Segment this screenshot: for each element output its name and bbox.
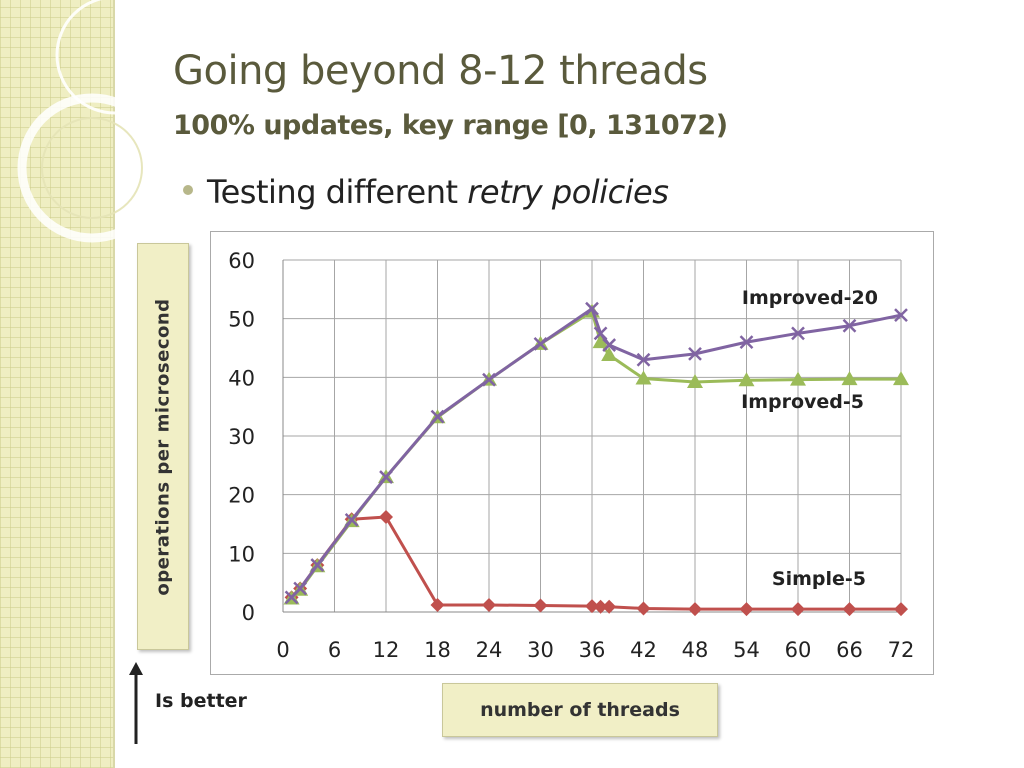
left-decorative-band — [0, 0, 113, 768]
up-arrow-icon — [129, 662, 143, 744]
x-tick-label: 36 — [579, 638, 606, 662]
x-tick-label: 30 — [527, 638, 554, 662]
data-point-diamond — [894, 602, 908, 617]
x-axis-caption-box: number of threads — [442, 683, 718, 737]
x-tick-label: 60 — [785, 638, 812, 662]
data-point-triangle — [790, 371, 806, 386]
y-tick-label: 10 — [228, 542, 255, 566]
y-tick-label: 60 — [228, 249, 255, 273]
y-axis-caption-box: operations per microsecond — [137, 243, 189, 650]
series-line — [290, 310, 901, 600]
series-improved-5 — [283, 303, 909, 605]
data-point-x — [894, 308, 908, 323]
bullet-text: Testing different — [207, 173, 468, 211]
band-edge-line — [113, 0, 115, 768]
data-point-x — [482, 372, 496, 387]
data-point-x — [293, 581, 308, 596]
data-point-x — [688, 346, 702, 361]
data-point-x — [344, 513, 359, 527]
data-point-diamond — [379, 509, 393, 524]
series-label: Improved-20 — [742, 287, 878, 309]
bullet-dot-icon — [183, 185, 193, 195]
x-tick-label: 24 — [476, 638, 503, 662]
x-tick-label: 18 — [424, 638, 451, 662]
data-point-x — [636, 352, 651, 367]
data-point-x — [379, 470, 393, 484]
better-note: Is better — [155, 690, 247, 712]
series-simple-5 — [284, 509, 908, 617]
data-point-diamond — [482, 597, 496, 612]
data-point-x — [739, 335, 754, 350]
x-axis-caption: number of threads — [480, 699, 680, 721]
series-label: Improved-5 — [741, 391, 864, 413]
data-point-triangle — [738, 372, 755, 387]
y-tick-label: 20 — [228, 484, 255, 508]
data-point-diamond — [791, 602, 805, 617]
series-improved-20 — [284, 301, 908, 605]
decorative-rings — [17, 0, 175, 243]
y-tick-label: 40 — [228, 366, 255, 390]
x-tick-label: 54 — [733, 638, 760, 662]
x-tick-label: 72 — [888, 638, 915, 662]
x-tick-label: 0 — [276, 638, 289, 662]
data-point-diamond — [585, 599, 599, 614]
data-point-triangle — [893, 371, 909, 386]
data-point-diamond — [739, 602, 754, 617]
data-point-triangle — [601, 347, 618, 362]
data-point-x — [842, 318, 857, 333]
slide-subtitle: 100% updates, key range [0, 131072) — [173, 110, 728, 141]
x-tick-label: 42 — [630, 638, 657, 662]
data-point-diamond — [636, 601, 651, 616]
data-point-x — [430, 409, 445, 424]
data-point-x — [310, 558, 325, 572]
y-axis-caption: operations per microsecond — [152, 297, 174, 596]
x-tick-label: 66 — [836, 638, 863, 662]
data-point-x — [585, 301, 599, 316]
x-tick-label: 12 — [373, 638, 400, 662]
x-tick-label: 6 — [328, 638, 341, 662]
data-point-triangle — [841, 371, 858, 386]
data-point-x — [593, 326, 608, 341]
data-point-diamond — [430, 597, 445, 612]
data-point-triangle — [592, 334, 609, 349]
data-point-diamond — [602, 599, 617, 614]
data-point-diamond — [842, 602, 857, 617]
data-point-diamond — [533, 598, 548, 613]
chart-frame: 0 10 20 30 40 50 60 0 6 12 18 24 30 36 42 48 54 60 66 72 Sim… — [210, 231, 934, 675]
data-point-triangle — [687, 374, 703, 389]
series-line — [290, 307, 902, 599]
data-point-diamond — [688, 602, 702, 617]
x-tick-label: 48 — [682, 638, 709, 662]
data-point-triangle — [635, 370, 652, 385]
data-point-x — [791, 326, 805, 341]
y-tick-label: 0 — [242, 601, 255, 625]
y-tick-label: 50 — [228, 308, 255, 332]
data-point-diamond — [593, 599, 608, 614]
slide-title: Going beyond 8-12 threads — [173, 48, 708, 94]
bullet-item: Testing different retry policies — [183, 173, 669, 211]
line-chart: 0 10 20 30 40 50 60 0 6 12 18 24 30 36 42 48 54 60 66 72 Sim… — [228, 249, 915, 662]
data-point-x — [602, 338, 617, 352]
y-tick-label: 30 — [228, 425, 255, 449]
series-line — [290, 515, 901, 611]
bullet-emphasis: retry policies — [467, 173, 669, 211]
series-label: Simple-5 — [772, 568, 866, 590]
data-point-x — [533, 337, 548, 351]
